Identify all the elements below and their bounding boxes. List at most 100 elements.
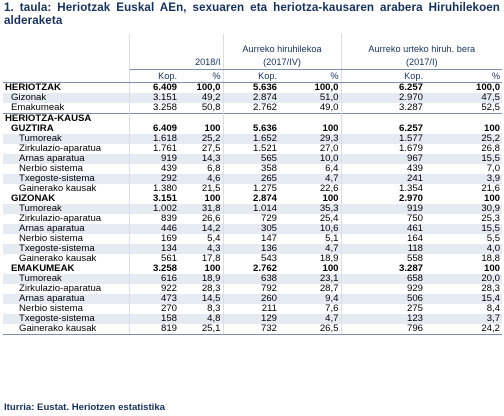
cell-count: 439 xyxy=(160,164,177,174)
table-row: Txegoste-sistema 292 4,6 265 4,7 241 3,9 xyxy=(3,174,503,184)
table-row: Nerbio sistema 439 6,8 358 6,4 439 7,0 xyxy=(3,164,502,174)
cell-percent: 26,5 xyxy=(279,324,342,335)
cell-count: 750 xyxy=(407,214,424,224)
cell-percent: 15,4 xyxy=(425,294,503,304)
cell-count: 461 xyxy=(341,224,426,234)
cell-count: 796 xyxy=(341,324,426,335)
source-note: Iturria: Eustat. Heriotzen estatistika xyxy=(4,402,166,413)
cell-percent: 100 xyxy=(484,264,501,274)
cell-percent: 5,4 xyxy=(179,234,224,244)
cell-count: 506 xyxy=(341,294,426,304)
cell-count: 729 xyxy=(260,214,277,224)
row-label: Nerbio sistema xyxy=(3,304,130,314)
row-label: GIZONAK xyxy=(3,194,130,204)
table-row: GIZONAK 3.151 100 2.874 100 2.970 100 xyxy=(3,194,502,204)
cell-count: 123 xyxy=(341,314,426,324)
cell-count: 1.002 xyxy=(129,204,179,214)
cell-count: 565 xyxy=(223,154,279,164)
row-label: Gizonak xyxy=(3,93,130,103)
cell-count: 1.761 xyxy=(152,144,177,154)
row-label: Zirkulazio-aparatua xyxy=(3,284,130,294)
table-row: GUZTIRA 6.409 100 5.636 100 6.257 100 xyxy=(3,124,502,134)
cell-percent: 47,5 xyxy=(425,93,503,103)
cell-count: 658 xyxy=(341,274,426,284)
cell-count: 2.762 xyxy=(252,264,277,274)
cell-count: 792 xyxy=(260,284,277,294)
header-pct: % xyxy=(425,69,503,83)
cell-percent: 17,8 xyxy=(179,254,224,264)
cell-percent: 25,4 xyxy=(279,214,342,224)
cell-count: 2.874 xyxy=(252,194,277,204)
table-title: 1. taula: Heriotzak Euskal AEn, sexuaren… xyxy=(4,1,500,27)
row-label: HERIOTZAK xyxy=(3,82,130,93)
cell-count: 558 xyxy=(407,254,424,264)
cell-percent: 18,8 xyxy=(481,254,501,264)
table-row: Arnas aparatua 919 14,3 565 10,0 967 15,5 xyxy=(3,154,503,164)
table-row: Gainerako kausak 819 25,1 732 26,5 796 24,2 xyxy=(3,324,503,335)
table-row: Zirkulazio-aparatua 839 26,6 729 25,4 750 25,3 xyxy=(3,214,502,224)
cell-percent: 7,6 xyxy=(279,304,342,314)
cell-percent: 9,4 xyxy=(279,294,342,304)
cell-percent: 100 xyxy=(179,194,224,204)
cell-count: 1.652 xyxy=(223,134,279,144)
row-label: Tumoreak xyxy=(3,134,130,144)
cell-percent: 49,2 xyxy=(179,93,224,103)
table-row: HERIOTZAK 6.409 100,0 5.636 100,0 6.257 100,0 xyxy=(3,82,502,93)
cell-percent: 8,3 xyxy=(179,304,224,314)
cell-count: 147 xyxy=(260,234,277,244)
cell-percent: 14,2 xyxy=(179,224,224,234)
cell-count: 446 xyxy=(129,224,179,234)
cell-count: 169 xyxy=(160,234,177,244)
cell-percent: 6,4 xyxy=(279,164,342,174)
cell-percent: 4,7 xyxy=(279,314,342,324)
cell-percent: 4,8 xyxy=(179,314,224,324)
row-label: Nerbio sistema xyxy=(3,164,130,174)
cell-count: 211 xyxy=(261,304,277,314)
table-row: Emakumeak 3.258 50,8 2.762 49,0 3.287 52,5 xyxy=(3,103,502,114)
cell-percent: 24,2 xyxy=(425,324,503,335)
row-label: Arnas aparatua xyxy=(3,154,130,164)
cell-percent: 25,2 xyxy=(179,134,224,144)
table-row: Gainerako kausak 561 17,8 543 18,9 558 18,8 xyxy=(3,254,502,264)
cell-percent: 3,7 xyxy=(425,314,503,324)
cell-percent: 7,0 xyxy=(486,164,501,174)
cell-percent: 27,5 xyxy=(179,144,224,154)
cell-percent: 18,9 xyxy=(279,254,342,264)
cell-count: 1.577 xyxy=(341,134,426,144)
cell-count: 136 xyxy=(223,244,279,254)
cell-percent: 18,9 xyxy=(179,274,224,284)
table-row: HERIOTZA-KAUSA xyxy=(3,113,503,124)
table-row: Tumoreak 616 18,9 638 23,1 658 20,0 xyxy=(3,274,503,284)
cell-percent xyxy=(179,113,224,124)
cell-count: 118 xyxy=(341,244,426,254)
cell-count: 2.970 xyxy=(341,93,426,103)
cell-percent: 4,7 xyxy=(279,244,342,254)
table-row: Tumoreak 1.002 31,8 1.014 35,3 919 30,9 xyxy=(3,204,503,214)
row-label: Gainerako kausak xyxy=(3,184,130,194)
header-kop: Kop. xyxy=(223,69,279,83)
header-row-columns: Kop. % Kop. % Kop. % xyxy=(3,69,503,83)
row-label: Emakumeak xyxy=(3,103,130,114)
cell-percent: 4,0 xyxy=(425,244,503,254)
cell-percent: 100,0 xyxy=(179,82,224,93)
cell-count: 839 xyxy=(160,214,177,224)
table-row: Txegoste-sistema 158 4,8 129 4,7 123 3,7 xyxy=(3,314,503,324)
row-label: Tumoreak xyxy=(3,204,130,214)
cell-count xyxy=(223,113,279,124)
cell-count: 922 xyxy=(160,284,177,294)
cell-percent: 100 xyxy=(279,124,342,134)
table-row: Gizonak 3.151 49,2 2.874 51,0 2.970 47,5 xyxy=(3,93,503,103)
cell-percent xyxy=(279,113,342,124)
cell-percent: 100 xyxy=(484,124,501,134)
row-label: Tumoreak xyxy=(3,274,130,284)
header-same-quarter-last-year: Aurreko urteko hiruh. bera xyxy=(341,34,503,54)
cell-count: 1.380 xyxy=(152,184,177,194)
cell-percent: 100 xyxy=(179,264,224,274)
cell-percent: 26,6 xyxy=(179,214,224,224)
cell-count: 732 xyxy=(223,324,279,335)
cell-count: 2.970 xyxy=(399,194,424,204)
row-label: Txegoste-sistema xyxy=(3,314,130,324)
cell-percent: 14,5 xyxy=(179,294,224,304)
cell-count: 241 xyxy=(341,174,426,184)
